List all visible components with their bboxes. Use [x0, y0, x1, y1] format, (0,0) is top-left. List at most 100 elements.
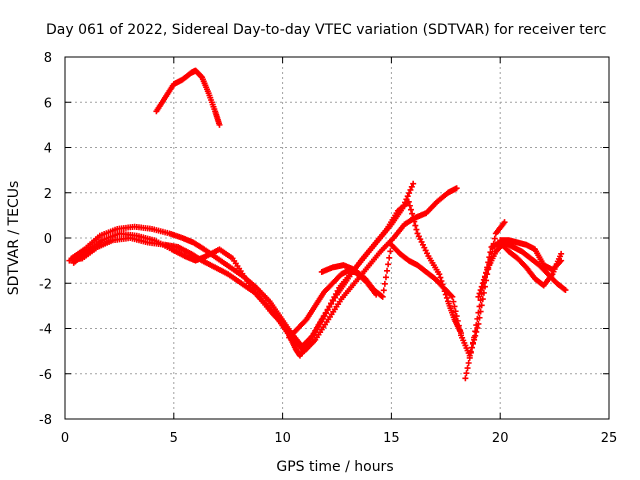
x-tick-label: 0	[61, 431, 69, 446]
data-point	[480, 276, 487, 283]
data-point	[562, 287, 569, 294]
data-point	[216, 121, 223, 128]
data-point	[464, 365, 471, 372]
data-point	[400, 202, 407, 209]
data-point	[385, 261, 392, 268]
data-point	[501, 219, 508, 226]
data-point	[491, 235, 498, 242]
y-tick-label: 2	[44, 187, 52, 202]
x-tick-label: 25	[601, 431, 618, 446]
y-tick-label: -4	[39, 323, 52, 338]
data-point	[402, 199, 408, 206]
data-point	[334, 287, 341, 294]
series-track-i	[286, 266, 380, 341]
data-point	[479, 280, 486, 287]
series-track-d	[70, 185, 460, 355]
series-track-g	[475, 239, 569, 300]
data-point	[331, 294, 338, 301]
data-point	[472, 328, 479, 335]
data-point	[328, 300, 335, 307]
x-tick-label: 10	[274, 431, 291, 446]
data-point	[473, 322, 480, 329]
y-tick-label: 6	[44, 96, 52, 111]
data-point	[410, 180, 417, 187]
data-point	[443, 294, 450, 301]
data-point	[332, 290, 339, 297]
data-point	[558, 250, 565, 257]
data-point	[474, 315, 481, 322]
data-point	[462, 375, 469, 382]
data-point	[451, 303, 458, 310]
data-point	[478, 283, 485, 290]
data-point	[475, 293, 482, 300]
data-point	[407, 186, 414, 193]
y-tick-label: 4	[44, 142, 52, 157]
series-track-h	[497, 237, 565, 273]
data-point	[481, 273, 488, 280]
x-axis-label: GPS time / hours	[276, 459, 393, 475]
data-point	[487, 249, 494, 256]
data-point	[448, 292, 455, 299]
data-point	[477, 287, 484, 294]
data-point	[471, 334, 478, 341]
data-point	[326, 303, 333, 310]
data-point	[454, 317, 461, 324]
data-point	[453, 313, 460, 320]
data-point	[379, 293, 386, 300]
data-point	[452, 308, 459, 315]
data-point	[378, 292, 385, 299]
data-point	[466, 354, 473, 361]
data-point	[455, 322, 462, 329]
data-point	[373, 291, 380, 298]
x-tick-label: 15	[383, 431, 400, 446]
data-point	[449, 293, 456, 300]
y-tick-label: -2	[39, 277, 52, 292]
data-point	[456, 327, 463, 334]
data-point	[386, 254, 393, 261]
y-tick-label: 8	[44, 51, 52, 66]
data-point	[467, 349, 474, 356]
data-point	[486, 254, 493, 261]
series-track-f	[462, 239, 565, 382]
data-point	[437, 274, 444, 281]
y-tick-label: -6	[39, 368, 52, 383]
y-axis-label: SDTVAR / TECUs	[6, 181, 22, 296]
data-points	[66, 67, 569, 382]
data-point	[450, 298, 457, 305]
data-point	[387, 248, 394, 255]
tick-labels: 0 5 10 15 20 25 -8 -6 -4 -2 0 2 4 6 8	[39, 51, 617, 446]
data-point	[384, 267, 391, 274]
data-point	[408, 183, 415, 190]
x-tick-label: 5	[170, 431, 178, 446]
data-point	[403, 196, 410, 203]
y-tick-label: -8	[39, 413, 52, 428]
series-track-b	[68, 180, 417, 350]
data-point	[477, 297, 484, 304]
data-point	[409, 210, 416, 217]
data-point	[413, 226, 420, 233]
data-point	[412, 222, 419, 229]
data-point	[382, 274, 389, 281]
data-point	[406, 202, 413, 209]
data-point	[324, 306, 331, 313]
data-point	[557, 258, 564, 265]
data-point	[381, 280, 388, 287]
data-point	[404, 193, 411, 200]
data-point	[476, 303, 483, 310]
data-point	[380, 287, 387, 294]
data-point	[406, 190, 413, 197]
data-point	[476, 290, 483, 297]
series-track-c	[153, 67, 223, 128]
data-point	[561, 286, 568, 293]
data-point	[470, 339, 476, 346]
chart-title: Day 061 of 2022, Sidereal Day-to-day VTE…	[46, 22, 606, 38]
data-point	[465, 360, 472, 367]
data-point	[329, 297, 336, 304]
data-point	[474, 324, 481, 331]
data-point	[483, 270, 490, 277]
data-point	[453, 185, 460, 192]
data-point	[468, 344, 475, 351]
plot-frame	[64, 56, 610, 420]
x-tick-label: 20	[492, 431, 509, 446]
